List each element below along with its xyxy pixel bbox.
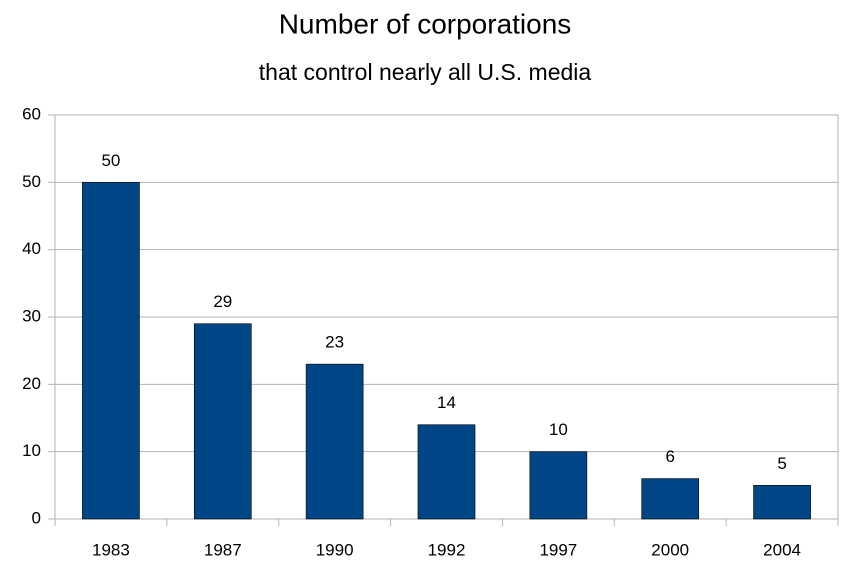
data-label: 6	[665, 447, 674, 466]
bar	[641, 478, 700, 520]
chart-subtitle: that control nearly all U.S. media	[259, 59, 592, 85]
data-label: 23	[325, 333, 344, 352]
x-tick-label: 2004	[763, 540, 801, 559]
x-tick-label: 1997	[539, 540, 577, 559]
bar	[193, 323, 252, 520]
x-tick-label: 1983	[92, 540, 130, 559]
x-tick-label: 1992	[428, 540, 466, 559]
y-tick-label: 50	[22, 172, 41, 191]
x-tick-label: 1990	[316, 540, 354, 559]
y-tick-label: 10	[22, 441, 41, 460]
bar	[753, 485, 811, 520]
data-label: 14	[437, 393, 456, 412]
bar	[529, 451, 588, 520]
bar	[82, 182, 140, 520]
y-tick-label: 0	[32, 508, 41, 527]
data-label: 10	[549, 420, 568, 439]
y-tick-label: 20	[22, 374, 41, 393]
y-tick-label: 30	[22, 306, 41, 325]
y-tick-label: 60	[22, 104, 41, 123]
y-tick-label: 40	[22, 239, 41, 258]
x-tick-label: 2000	[651, 540, 689, 559]
data-label: 5	[777, 454, 786, 473]
chart-title: Number of corporations	[279, 8, 572, 39]
data-label: 50	[101, 151, 120, 170]
bar	[305, 363, 364, 520]
data-label: 29	[213, 292, 232, 311]
bar	[417, 424, 476, 520]
x-tick-label: 1987	[204, 540, 242, 559]
